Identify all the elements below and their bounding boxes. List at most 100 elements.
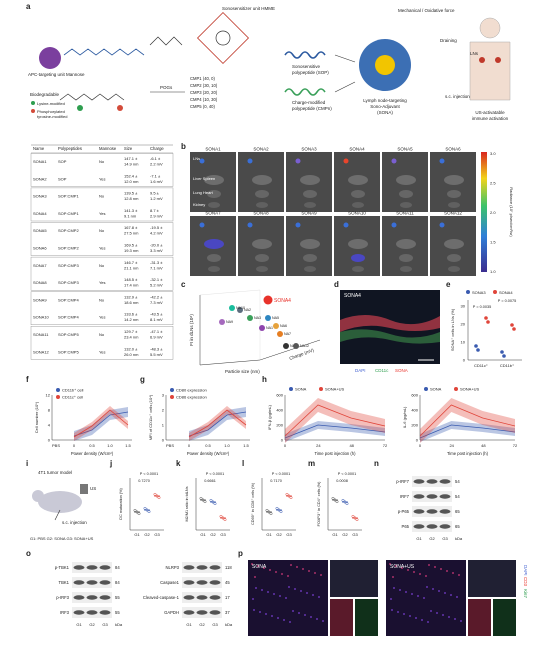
table-cell: SONA11 [33,332,49,337]
x-tick-label: 72 [513,443,518,448]
table-cell: 167.8 ± [124,225,138,230]
cell-signal [288,586,290,588]
x-tick-label: G3 [220,532,226,537]
organ [348,239,368,249]
cell-signal [294,588,296,590]
data-dot [345,502,349,506]
organ [447,254,461,262]
table-cell: Yes [99,280,106,285]
table-cell: 9.1 nm [124,213,137,218]
data-dot [474,344,478,348]
data-dot [331,496,335,500]
label: CD80 expression [176,388,207,393]
table-cell: SOP:CMP3 [58,263,79,268]
micrograph [330,560,378,597]
y-tick-label: 0 [162,438,165,443]
axis-label: IL-6 (pg/mL) [402,406,407,428]
x-tick-label: PBS [166,443,174,448]
nanoparticle-core [375,55,395,75]
data-dot [221,516,225,520]
axis-label: FI in dLNs (10⁸) [189,314,194,346]
organ [204,175,224,185]
point [265,315,271,321]
kda-unit: kDa [115,622,123,627]
cell-signal [403,613,405,615]
label: SONA3 [472,290,486,295]
data-dot [484,316,488,320]
data-dot [341,498,345,502]
table-cell: 1.2 mV [150,196,163,201]
table-cell: No [99,332,105,337]
cell-signal [251,563,253,565]
table-cell: SOP:CMP4 [58,315,79,320]
cell-signal [265,613,267,615]
label: Phosphorylated [37,109,65,114]
table-cell: 2.2 mV [150,162,163,167]
kda-label: 65 [455,509,460,514]
cell-signal [458,574,460,576]
kda-label: 84 [115,580,120,585]
table-cell: -43.5 ± [150,312,163,317]
y-tick-label: 1 [162,423,165,428]
cell-signal [460,620,462,622]
organ [252,239,272,249]
micrograph [468,560,516,597]
stain-label: CD11c [375,368,389,373]
error-band [74,406,128,441]
point-label: NA10 [236,306,245,310]
cell-signal [292,610,294,612]
y-tick-label: 200 [276,423,283,428]
blot-band [209,580,221,585]
cell-signal [281,573,283,575]
error-band [74,407,128,441]
x-tick-label: 48 [349,443,354,448]
label: Sonosensitive [292,64,321,69]
table-cell: SOP [58,176,67,181]
data-dot [476,348,480,352]
table-box [30,222,174,256]
axis-label: SONA⁺ cells in LNs (%) [450,308,455,351]
cell-signal [259,611,261,613]
micrograph [468,599,491,636]
cell-signal [304,614,306,616]
x-tick-label: CD11c⁺ [474,363,488,368]
blot-band [209,565,221,570]
y-tick-label: 400 [276,408,283,413]
data-dot [147,510,151,514]
axis [259,339,321,361]
x-tick-label: G1 [200,532,206,537]
organ [348,175,368,185]
cell-signal [310,616,312,618]
ln-signal [439,158,445,164]
table-cell: 152.4 ± [124,173,138,178]
y-tick-label: 10 [461,340,466,345]
sample-label: SONA7 [205,211,221,216]
x-tick-label: G1 [332,532,338,537]
kda-unit: kDa [225,622,233,627]
panel-label: f [26,375,29,384]
protein-label: p-TBK1 [55,565,70,570]
point-label: NA7 [284,332,291,336]
y-tick-label: 0 [463,358,466,363]
organ [208,266,220,272]
cell-signal [448,616,450,618]
panel-label: l [242,459,244,468]
cell-signal [322,620,324,622]
data-dot [213,502,217,506]
cell-signal [279,595,281,597]
table-cell: SOP:CMP1 [58,211,79,216]
kda-unit: kDa [455,536,463,541]
table-cell: SONA5 [33,228,47,233]
label: CMP4 (10, 30) [190,97,218,102]
x-tick-label: 48 [481,443,486,448]
p-value: P < 0.0001 [206,472,224,476]
lane-label: G3 [442,536,448,541]
table-cell: 14.2 nm [124,317,139,322]
table-cell: 12.8 nm [124,196,139,201]
protein-label: IRF7 [400,494,410,499]
legend-dot [319,387,323,391]
tissue-signal [340,315,440,332]
cell-signal [289,621,291,623]
p-value: 0.6661 [204,479,216,483]
y-tick-label: 30 [461,304,466,309]
